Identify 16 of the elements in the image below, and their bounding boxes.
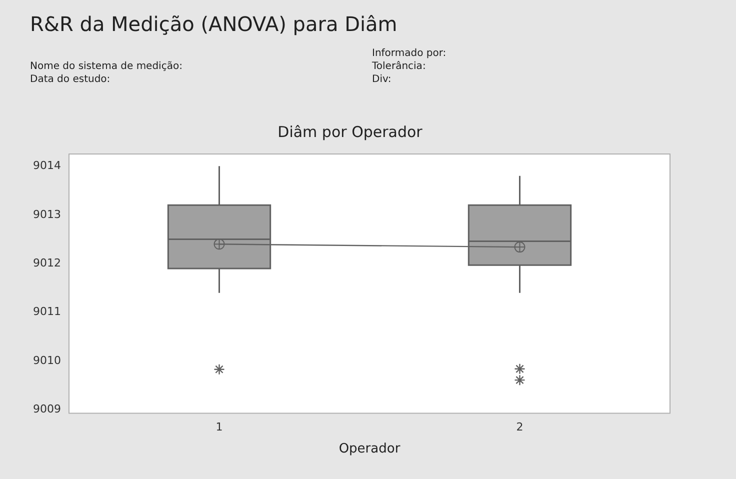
y-tick-label: 9011 xyxy=(32,305,61,318)
text: Div: xyxy=(372,73,392,86)
y-tick-label: 9013 xyxy=(32,208,61,221)
text: Nome do sistema de medição: xyxy=(30,60,184,73)
text: Informado por: xyxy=(372,47,448,60)
y-tick-label: 9012 xyxy=(32,256,61,270)
x-tick-label: 2 xyxy=(516,420,524,434)
x-axis-title: Operador xyxy=(338,442,401,457)
y-tick-label: 9014 xyxy=(32,159,61,172)
text: Tolerância: xyxy=(372,60,427,73)
chart-subtitle: Diâm por Operador xyxy=(278,122,424,141)
text: Data do estudo: xyxy=(30,73,112,86)
chart-title: R&R da Medição (ANOVA) para Diâm xyxy=(30,12,398,36)
x-tick-label: 1 xyxy=(216,420,223,434)
y-tick-label: 9009 xyxy=(32,402,61,416)
y-tick-label: 9010 xyxy=(32,354,61,367)
